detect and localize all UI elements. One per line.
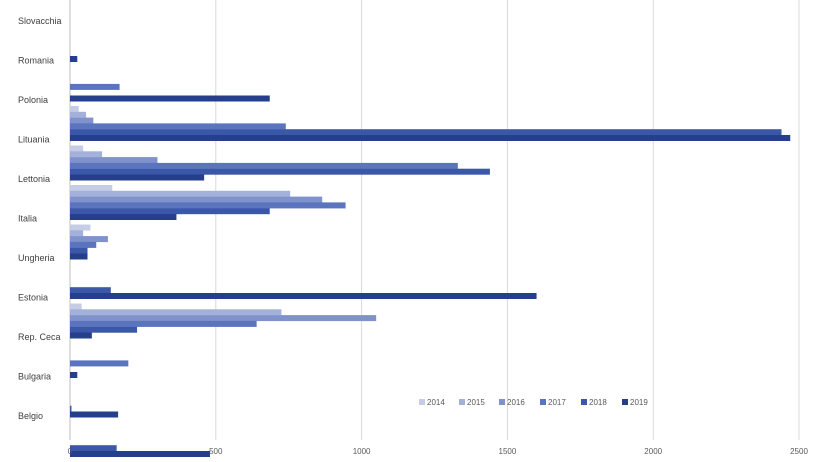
bar-italia-2018 — [70, 247, 88, 254]
bar-lettonia-2016 — [70, 196, 323, 203]
bar-romania-2017 — [70, 83, 120, 90]
bar-bulgaria-2018 — [70, 405, 72, 412]
legend-swatch-2014 — [419, 399, 425, 405]
bar-polonia-2016 — [70, 117, 94, 124]
x-tick-label: 2500 — [790, 447, 808, 456]
bar-italia-2019 — [70, 253, 88, 260]
category-label: Belgio — [18, 411, 43, 421]
bar-estonia-2015 — [70, 309, 282, 316]
bar-estonia-2016 — [70, 315, 377, 322]
bar-lituania-2016 — [70, 157, 158, 164]
category-label: Bulgaria — [18, 372, 51, 382]
category-label: Lettonia — [18, 174, 50, 184]
x-tick-label: 1500 — [499, 447, 517, 456]
bar-ungheria-2018 — [70, 287, 111, 294]
bar-ungheria-2019 — [70, 293, 537, 299]
category-labels: Slovacchia Romania Polonia Lituania Lettonia… — [18, 16, 62, 421]
bar-rep-ceca-2017 — [70, 360, 129, 367]
bar-lettonia-2015 — [70, 190, 291, 197]
bar-italia-2014 — [70, 224, 91, 231]
bar-italia-2015 — [70, 230, 84, 237]
legend-swatch-2019 — [622, 399, 628, 405]
bar-polonia-2014 — [70, 106, 79, 112]
bar-italia-2016 — [70, 236, 108, 243]
x-axis-ticks: 0 500 1000 1500 2000 2500 — [68, 447, 809, 456]
gridlines — [69, 0, 800, 440]
x-tick-label: 2000 — [644, 447, 662, 456]
legend-label-2018: 2018 — [589, 398, 607, 407]
bar-lituania-2018 — [70, 168, 490, 175]
bar-romania-2019 — [70, 95, 270, 102]
legend-label-2016: 2016 — [507, 398, 525, 407]
bar-lettonia-2017 — [70, 202, 346, 209]
x-tick-label: 0 — [68, 447, 73, 456]
category-label: Rep. Ceca — [18, 332, 61, 342]
category-label: Estonia — [18, 293, 48, 303]
legend-label-2017: 2017 — [548, 398, 566, 407]
legend-swatch-2017 — [540, 399, 546, 405]
bar-lettonia-2019 — [70, 214, 177, 220]
bar-estonia-2018 — [70, 326, 138, 333]
bar-rep-ceca-2019 — [70, 372, 78, 378]
legend-label-2014: 2014 — [427, 398, 445, 407]
bar-slovacchia-2019 — [70, 56, 78, 62]
bar-polonia-2018 — [70, 129, 782, 136]
bar-polonia-2015 — [70, 111, 87, 118]
bar-estonia-2019 — [70, 332, 92, 339]
bar-polonia-2017 — [70, 123, 286, 130]
category-label: Polonia — [18, 95, 48, 105]
legend-swatch-2018 — [581, 399, 587, 405]
bars — [70, 56, 791, 457]
category-label: Slovacchia — [18, 16, 62, 26]
bar-belgio-2019 — [70, 451, 210, 457]
bar-polonia-2019 — [70, 135, 791, 141]
category-label: Lituania — [18, 135, 50, 145]
x-tick-label: 500 — [209, 447, 223, 456]
category-label: Romania — [18, 56, 54, 66]
bar-estonia-2014 — [70, 303, 82, 310]
bar-lituania-2015 — [70, 151, 103, 158]
bar-lituania-2017 — [70, 162, 458, 169]
legend: 2014 2015 2016 2017 2018 2019 — [419, 398, 648, 407]
legend-swatch-2016 — [499, 399, 505, 405]
bar-lettonia-2014 — [70, 185, 113, 191]
legend-label-2015: 2015 — [467, 398, 485, 407]
legend-swatch-2015 — [459, 399, 465, 405]
bar-estonia-2017 — [70, 320, 257, 327]
bar-lettonia-2018 — [70, 208, 270, 215]
bar-belgio-2018 — [70, 445, 117, 452]
x-tick-label: 1000 — [353, 447, 371, 456]
bar-lituania-2019 — [70, 174, 205, 181]
bar-bulgaria-2019 — [70, 411, 119, 418]
bar-lituania-2014 — [70, 145, 84, 152]
category-label: Italia — [18, 214, 37, 224]
category-label: Ungheria — [18, 253, 55, 263]
legend-label-2019: 2019 — [630, 398, 648, 407]
bar-italia-2017 — [70, 241, 97, 248]
